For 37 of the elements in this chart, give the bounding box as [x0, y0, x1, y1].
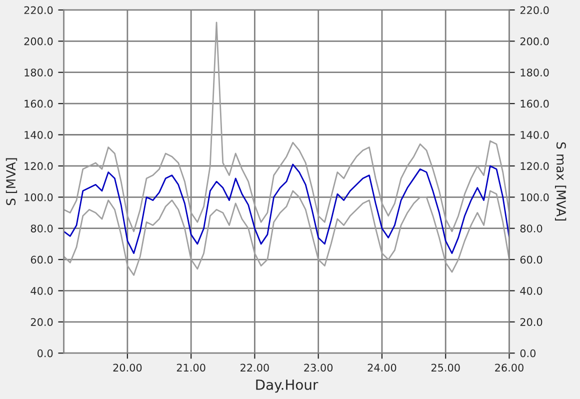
y-tick-label: 100.0 [24, 193, 53, 202]
y2-tick-label: 180.0 [520, 68, 549, 76]
y2-tick-label: 0.0 [520, 349, 536, 358]
y-tick-label: 60.0 [30, 256, 53, 264]
y2-tick-label: 140.0 [520, 130, 549, 139]
x-tick-label: 23.00 [304, 364, 333, 372]
y2-tick-label: 40.0 [520, 286, 542, 295]
y-tick-label: 20.0 [30, 318, 53, 326]
y-tick-label: 140.0 [24, 130, 53, 139]
y2-tick-label: 100.0 [520, 193, 549, 202]
x-tick-label: 26.00 [495, 364, 524, 372]
y-tick-label: 0.0 [38, 349, 53, 358]
x-tick-label: 25.00 [431, 364, 460, 372]
y2-tick-label: 220.0 [520, 6, 549, 14]
x-tick-label: 24.00 [368, 364, 396, 372]
y-tick-label: 180.0 [24, 68, 53, 76]
y2-tick-label: 200.0 [520, 37, 549, 46]
x-tick-label: 20.00 [113, 364, 142, 372]
x-tick-label: 22.00 [240, 364, 269, 372]
y2-tick-label: 60.0 [520, 256, 542, 264]
y-tick-label: 80.0 [30, 224, 53, 232]
line-series [64, 190, 510, 276]
y-tick-label: 160.0 [24, 100, 53, 108]
line-series [64, 22, 510, 232]
y2-tick-label: 20.0 [520, 318, 542, 326]
line-series [64, 164, 510, 254]
x-tick-label: 21.00 [176, 364, 206, 372]
y-tick-label: 200.0 [24, 37, 53, 46]
y-tick-label: 120.0 [24, 162, 53, 170]
x-axis-title: Day.Hour [256, 380, 318, 393]
y2-tick-label: 80.0 [520, 224, 542, 232]
y-tick-label: 220.0 [24, 6, 53, 14]
y2-tick-label: 120.0 [520, 162, 549, 170]
y2-tick-label: 160.0 [520, 100, 549, 108]
y2-axis-title: S max [MVA] [555, 142, 566, 220]
y-tick-label: 40.0 [30, 286, 53, 295]
y-axis-title: S [MVA] [6, 158, 18, 206]
